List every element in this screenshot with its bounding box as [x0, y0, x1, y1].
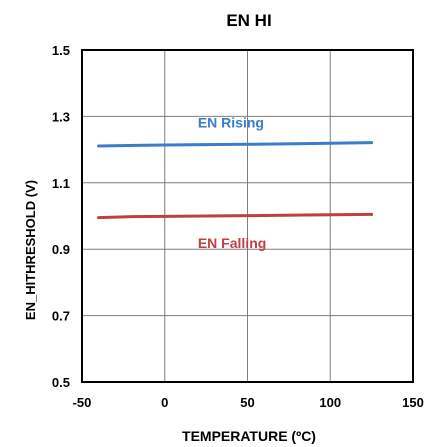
x-tick-label: 150 [402, 395, 424, 410]
y-tick-label: 1.3 [52, 109, 70, 124]
y-tick-label: 0.7 [52, 309, 70, 324]
series-line-1 [97, 141, 374, 148]
series-label-1: EN Rising [198, 114, 264, 130]
x-tick-label: 0 [161, 395, 168, 410]
series-labels: EN Rising EN Falling [198, 114, 266, 251]
x-axis-label: TEMPERATURE (ºC) [182, 428, 316, 444]
y-tick-label: 1.1 [52, 176, 70, 191]
y-tick-label: 0.5 [52, 375, 70, 390]
series-line-2 [97, 212, 374, 220]
series-group [97, 141, 374, 220]
y-axis-label: EN_HITHRESHOLD (V) [23, 180, 38, 320]
y-tick-label: 1.5 [52, 43, 70, 58]
x-tick-label: -50 [73, 395, 92, 410]
axes: -50 0 50 100 150 0.5 0.7 0.9 1.1 1.3 1.5 [52, 43, 424, 410]
plot-frame [81, 49, 414, 383]
x-tick-label: 100 [319, 395, 341, 410]
y-tick-label: 0.9 [52, 242, 70, 257]
series-label-2: EN Falling [198, 235, 266, 251]
x-tick-label: 50 [240, 395, 254, 410]
chart-title: EN HI [226, 11, 271, 30]
